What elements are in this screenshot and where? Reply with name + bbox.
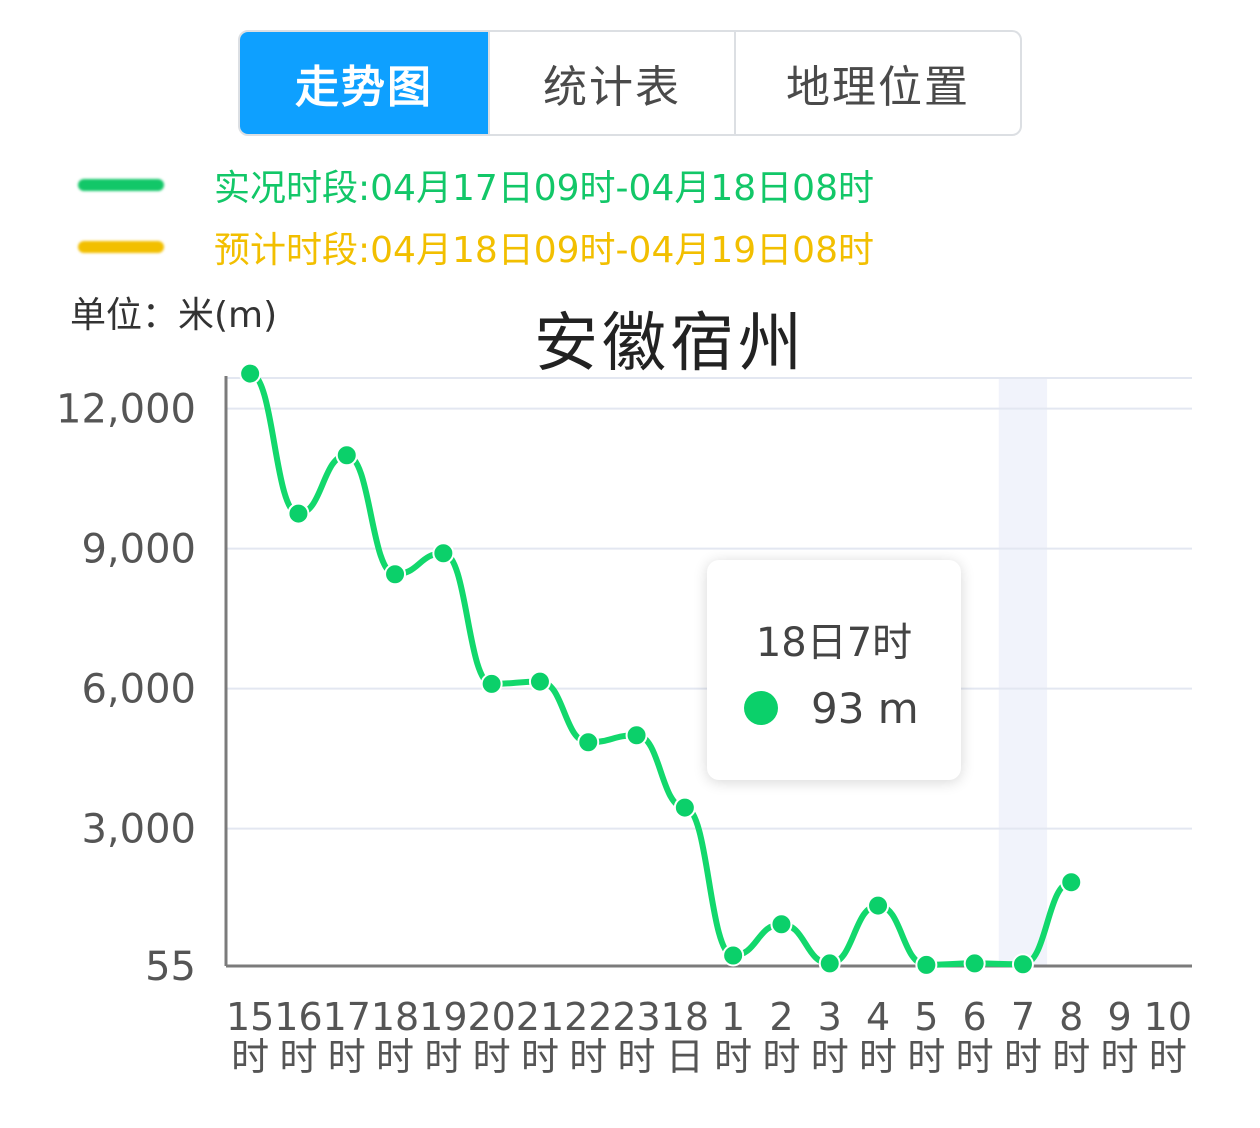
x-tick-label: 22 时 [564,995,612,1079]
x-tick-label: 20 时 [467,995,515,1079]
data-point [432,542,455,565]
data-point [577,731,600,754]
tooltip-value: 93 m [811,684,919,733]
data-point [673,796,696,819]
legend-forecast: 预计时段:04月18日09时-04月19日08时 [78,222,874,272]
tooltip-series-dot [744,691,778,725]
view-tabs: 走势图 统计表 地理位置 [238,30,1022,136]
chart-title: 安徽宿州 [534,307,806,381]
legend-observed-label: 实况时段:04月17日09时-04月18日08时 [214,168,874,209]
x-tick-label: 19 时 [419,995,467,1079]
data-point [867,894,890,917]
x-tick-label: 18 时 [371,995,419,1079]
data-point [239,362,262,385]
tab-location[interactable]: 地理位置 [734,32,1020,134]
data-point [818,952,841,975]
data-point [384,563,407,586]
data-point [528,670,551,693]
data-point [963,952,986,975]
x-tick-label: 10 时 [1144,995,1192,1079]
legend-forecast-swatch [78,241,164,253]
y-tick-label: 12,000 [56,387,196,433]
highlight-band [998,378,1048,966]
x-tick-label: 15 时 [226,995,274,1079]
y-tick-label: 55 [145,944,196,990]
data-tooltip: 18日7时 93 m [707,560,961,780]
x-tick-label: 18 日 [661,995,709,1079]
data-point [335,444,358,467]
data-point [287,502,310,525]
tooltip-time: 18日7时 [755,620,913,666]
tab-statistics[interactable]: 统计表 [488,32,734,134]
legend-observed-swatch [78,179,164,191]
tab-trend[interactable]: 走势图 [240,32,488,134]
legend-forecast-label: 预计时段:04月18日09时-04月19日08时 [214,230,874,271]
x-tick-label: 17 时 [323,995,371,1079]
y-tick-label: 6,000 [81,667,196,713]
data-point [1011,953,1034,976]
legend-observed: 实况时段:04月17日09时-04月18日08时 [78,160,874,210]
data-point [480,672,503,695]
data-point [915,953,938,976]
data-point [722,944,745,967]
x-tick-label: 23 时 [612,995,660,1079]
y-tick-label: 3,000 [81,807,196,853]
unit-label: 单位：米(m) [70,295,278,336]
y-tick-label: 9,000 [81,527,196,573]
x-tick-label: 16 时 [274,995,322,1079]
data-point [770,913,793,936]
data-point [625,724,648,747]
data-point [1060,871,1083,894]
x-tick-label: 21 时 [516,995,564,1079]
